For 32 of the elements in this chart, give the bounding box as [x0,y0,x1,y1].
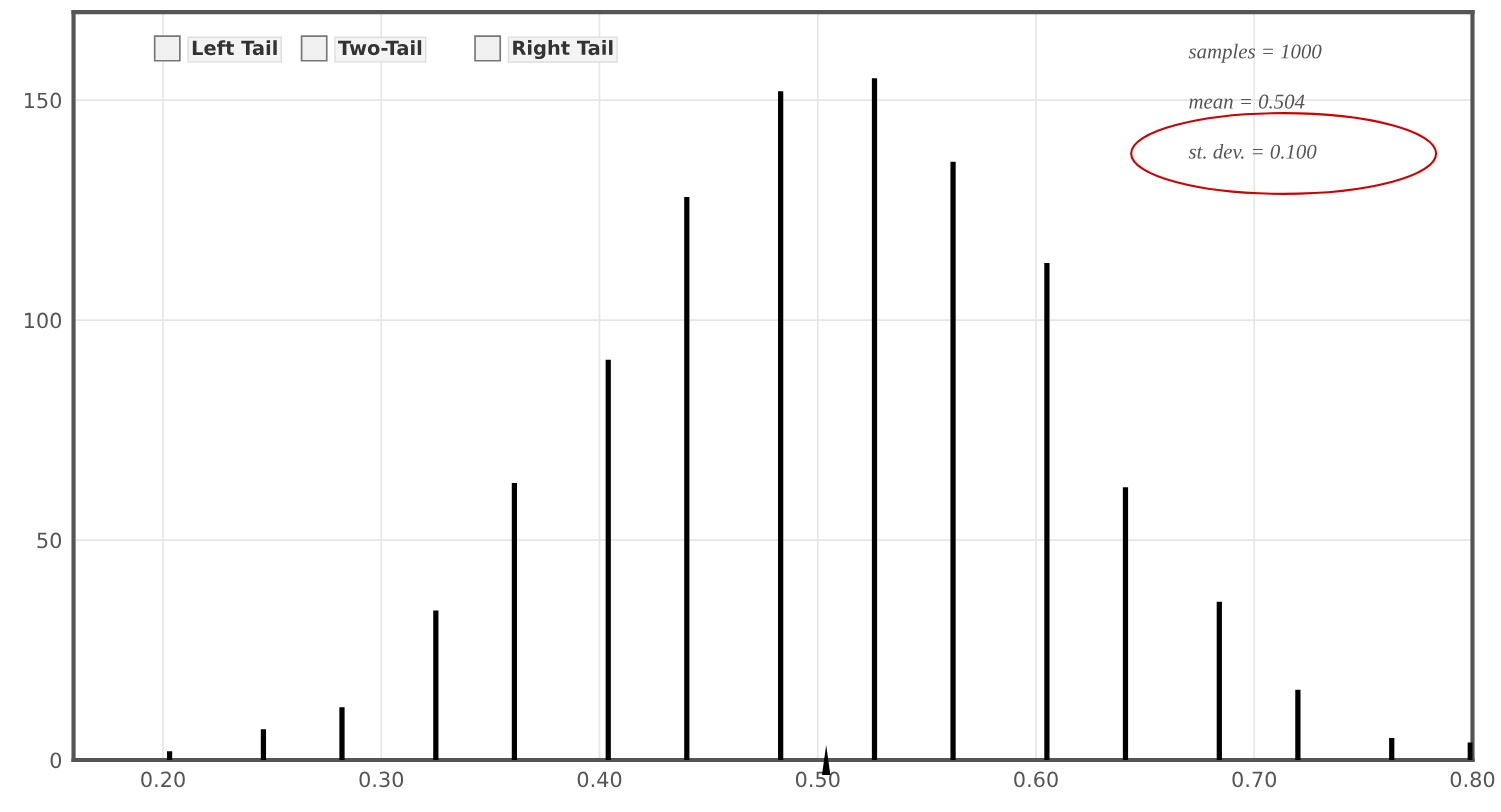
bar [260,729,267,761]
annotation: samples = 1000 [1188,43,1322,63]
annotation: mean = 0.504 [1189,94,1305,109]
bar [1122,487,1129,761]
bar [871,78,878,761]
bar [950,161,956,761]
x-tick-label: 0.80 [1450,771,1495,788]
y-tick-label: 0 [50,752,62,769]
bar [1389,738,1395,761]
y-tick-label: 150 [24,92,62,109]
bar [1216,601,1222,761]
x-tick-label: 0.30 [359,771,404,788]
bar [1044,262,1050,761]
bar [605,359,611,761]
bar [339,707,345,761]
annotation: st. dev. = 0.100 [1188,144,1317,159]
bar [1295,689,1301,761]
x-tick-label: 0.70 [1232,771,1277,788]
x-tick-label: 0.50 [795,771,840,788]
x-tick-label: 0.60 [1014,771,1058,788]
annotation: Right Tail [513,40,613,60]
bar [433,610,439,761]
x-tick-label: 0.20 [141,771,185,788]
annotation: Left Tail [192,40,277,56]
y-tick-label: 100 [24,312,62,329]
bar [511,482,518,761]
x-tick-label: 0.40 [577,771,622,788]
bar [166,751,173,761]
bar [778,91,784,761]
annotation: Two-Tail [338,40,422,56]
y-tick-label: 50 [37,532,62,549]
bar [684,196,690,761]
